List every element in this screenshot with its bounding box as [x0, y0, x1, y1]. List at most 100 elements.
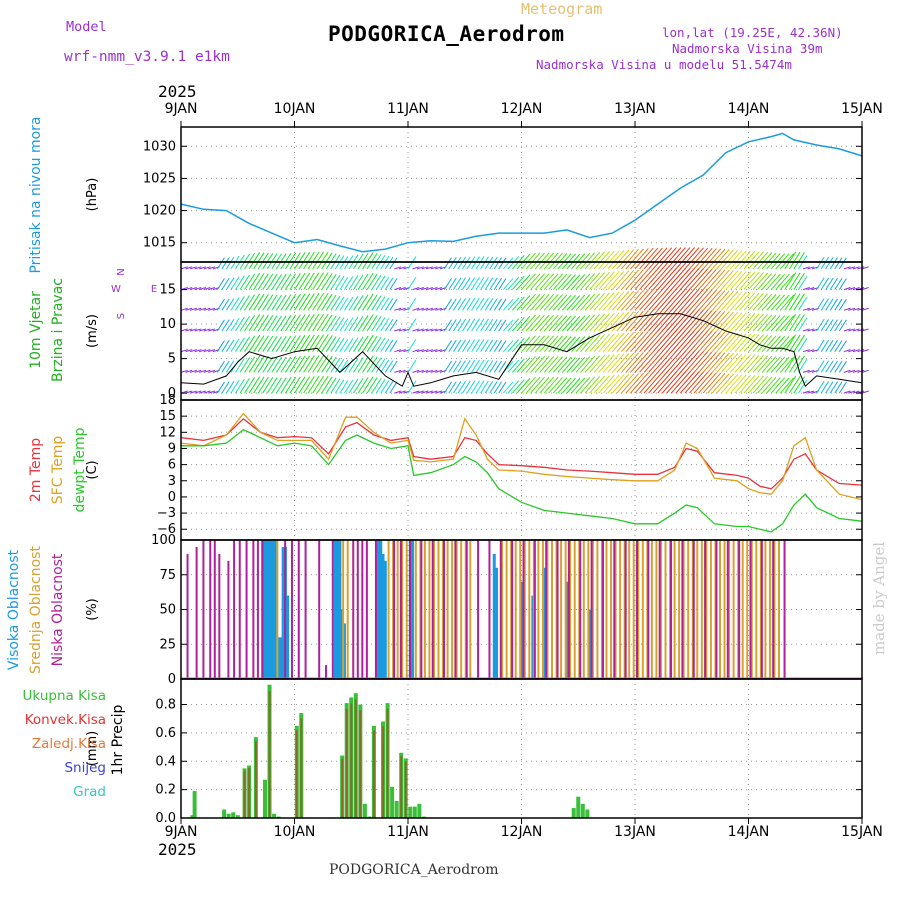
wind-barb — [189, 287, 197, 291]
precip-legend-item: Snijeg — [64, 760, 106, 776]
wind-barb — [834, 319, 843, 332]
wind-barb — [289, 252, 301, 270]
wind-barb — [325, 356, 337, 373]
wind-barb — [602, 291, 620, 311]
wind-barb — [784, 272, 797, 290]
wind-barb — [421, 349, 429, 353]
wind-barb — [284, 273, 297, 290]
wind-barb — [557, 294, 572, 311]
wind-barb — [680, 371, 700, 394]
wind-barb — [289, 314, 301, 332]
cloud-bar — [411, 540, 415, 679]
wind-barb — [430, 287, 438, 291]
wind-barb — [303, 355, 315, 373]
wind-barb — [807, 390, 815, 394]
wind-barb — [221, 257, 230, 270]
wind-barb — [484, 298, 494, 311]
wind-barb — [534, 356, 550, 373]
wind-barb — [707, 372, 726, 394]
wind-barb — [235, 296, 245, 311]
wind-barb — [180, 328, 188, 332]
wind-barb — [216, 278, 225, 290]
wind-barb — [707, 331, 726, 353]
wind-barb — [371, 316, 382, 332]
wind-barb — [384, 360, 394, 373]
wind-barb — [593, 292, 610, 311]
wind-barb — [348, 358, 359, 373]
wind-barb — [221, 339, 230, 352]
wind-barb — [435, 287, 443, 291]
compass-north: N — [116, 268, 127, 275]
wind-barb — [199, 266, 206, 270]
wind-barb — [426, 349, 433, 353]
y-tick-label: 0.6 — [155, 726, 176, 741]
wind-barb — [770, 273, 786, 290]
wind-barb — [480, 359, 489, 373]
cloud-bar — [195, 546, 198, 679]
wind-barb — [720, 249, 739, 270]
wind-barb — [634, 289, 654, 311]
wind-barb — [829, 298, 838, 311]
wind-barb — [639, 309, 659, 332]
wind-barb — [589, 354, 606, 373]
wind-barb — [834, 360, 843, 373]
wind-barb — [225, 256, 235, 270]
wind-barb — [348, 378, 359, 394]
wind-barb — [394, 369, 402, 373]
cloud-bar — [331, 540, 334, 679]
cloud-bar — [379, 540, 383, 679]
wind-barb — [426, 328, 433, 332]
cloud-bar — [705, 540, 708, 679]
wind-barb — [316, 292, 329, 311]
wind-barb — [616, 290, 635, 311]
wind-barb — [294, 293, 306, 311]
wind-barb — [766, 315, 781, 332]
wind-barb — [711, 269, 730, 290]
cloud-bar — [773, 540, 776, 679]
wind-barb — [611, 249, 630, 270]
wind-barb — [208, 307, 216, 311]
wind-barb — [375, 337, 386, 352]
wind-barb — [784, 334, 797, 352]
wind-axis-label-2: Brzina i Pravac — [50, 278, 66, 382]
wind-barb — [693, 268, 713, 290]
wind-barb — [684, 350, 704, 373]
temperature-line-1 — [180, 412, 863, 501]
wind-barb — [652, 330, 673, 353]
wind-barb — [280, 356, 292, 373]
wind-barb — [394, 307, 402, 311]
wind-barb — [698, 310, 717, 332]
wind-barb — [221, 319, 230, 332]
y-tick-label: 10 — [159, 317, 176, 332]
wind-barb — [371, 336, 382, 352]
cloud-bar — [272, 540, 276, 679]
wind-barb — [698, 372, 717, 394]
wind-barb — [303, 334, 315, 352]
cloud-bar — [381, 553, 385, 679]
wind-barb — [534, 376, 550, 394]
wind-barb — [793, 355, 805, 373]
wind-barb — [584, 272, 601, 290]
wind-barb — [807, 307, 815, 311]
wind-barb — [598, 292, 615, 311]
wind-barb — [530, 273, 545, 290]
wind-barb — [199, 390, 206, 394]
wind-barb — [743, 292, 760, 311]
cloud-bar — [297, 540, 300, 679]
wind-barb — [348, 275, 359, 290]
wind-barb — [443, 360, 452, 373]
wind-barb — [325, 377, 337, 394]
wind-barb — [648, 247, 668, 270]
precip-legend-item: Ukupna Kisa — [23, 688, 106, 704]
wind-barb — [834, 340, 843, 352]
cloud-bar — [709, 540, 712, 679]
cloud-bar — [318, 540, 321, 679]
wind-barb — [848, 390, 856, 394]
y-tick-label: 0.0 — [155, 811, 176, 826]
wind-barb — [539, 356, 555, 373]
wind-barb — [330, 274, 341, 290]
wind-barb — [848, 266, 856, 270]
cloud-bar — [209, 540, 212, 679]
wind-barb — [199, 328, 206, 332]
